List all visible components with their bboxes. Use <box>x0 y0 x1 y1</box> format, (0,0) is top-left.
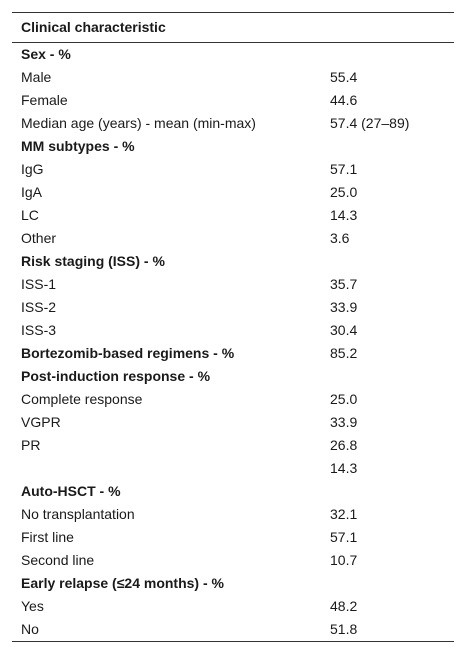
cell-value: 3.6 <box>330 230 350 246</box>
group-title: Post-induction response - % <box>21 368 211 384</box>
group-title: Bortezomib-based regimens - % <box>21 345 235 361</box>
table-row: Second line 10.7 <box>12 549 454 572</box>
cell-label: Male <box>21 69 52 85</box>
table-row: ISS-3 30.4 <box>12 319 454 342</box>
cell-label: Second line <box>21 552 95 568</box>
table-row: IgA 25.0 <box>12 181 454 204</box>
cell-value: 33.9 <box>330 299 358 315</box>
group-title: MM subtypes - % <box>21 138 135 154</box>
table-row: First line 57.1 <box>12 526 454 549</box>
table-row: Female 44.6 <box>12 89 454 112</box>
cell-value: 85.2 <box>330 345 358 361</box>
cell-value: 32.1 <box>330 506 358 522</box>
cell-value: 35.7 <box>330 276 358 292</box>
cell-value: 10.7 <box>330 552 358 568</box>
cell-label: No <box>21 621 39 637</box>
cell-label: Female <box>21 92 68 108</box>
cell-label: PR <box>21 437 41 453</box>
cell-value: 57.1 <box>330 529 358 545</box>
cell-value: 48.2 <box>330 598 358 614</box>
table-row: LC 14.3 <box>12 204 454 227</box>
cell-label: First line <box>21 529 74 545</box>
group-row: Early relapse (≤24 months) - % <box>12 572 454 595</box>
cell-value: 14.3 <box>330 207 358 223</box>
cell-label: ISS-2 <box>21 299 57 315</box>
cell-value: 55.4 <box>330 69 358 85</box>
cell-value: 51.8 <box>330 621 358 637</box>
cell-value: 25.0 <box>330 391 358 407</box>
group-row: Bortezomib-based regimens - % 85.2 <box>12 342 454 365</box>
cell-label: IgG <box>21 161 44 177</box>
cell-label: ISS-1 <box>21 276 57 292</box>
cell-value: 25.0 <box>330 184 358 200</box>
cell-label: Median age (years) - mean (min-max) <box>21 115 256 131</box>
group-row: Auto-HSCT - % <box>12 480 454 503</box>
cell-value: 30.4 <box>330 322 358 338</box>
group-title: Risk staging (ISS) - % <box>21 253 165 269</box>
cell-value: 57.4 (27–89) <box>330 115 410 131</box>
table: Clinical characteristic Sex - % Male 55.4 F… <box>12 12 454 642</box>
cell-label: No transplantation <box>21 506 135 522</box>
cell-value: 57.1 <box>330 161 358 177</box>
table-row: ISS-2 33.9 <box>12 296 454 319</box>
table-row: PR 26.8 <box>12 434 454 457</box>
table-row: ISS-1 35.7 <box>12 273 454 296</box>
group-title: Auto-HSCT - % <box>21 483 121 499</box>
group-row: MM subtypes - % <box>12 135 454 158</box>
cell-label: Yes <box>21 598 44 614</box>
table-row: Median age (years) - mean (min-max) 57.4 … <box>12 112 454 135</box>
group-title: Sex - % <box>21 46 71 62</box>
cell-value: 33.9 <box>330 414 358 430</box>
table-row: 14.3 <box>12 457 454 480</box>
table-row: Male 55.4 <box>12 66 454 89</box>
cell-label: ISS-3 <box>21 322 57 338</box>
table-row: No transplantation 32.1 <box>12 503 454 526</box>
group-row: Post-induction response - % <box>12 365 454 388</box>
table-row: Complete response 25.0 <box>12 388 454 411</box>
cell-label: LC <box>21 207 39 223</box>
group-title: Early relapse (≤24 months) - % <box>21 575 224 591</box>
cell-value: 26.8 <box>330 437 358 453</box>
cell-label: VGPR <box>21 414 61 430</box>
table-header: Clinical characteristic <box>12 13 454 43</box>
group-row: Sex - % <box>12 43 454 66</box>
cell-value: 44.6 <box>330 92 358 108</box>
table-row: IgG 57.1 <box>12 158 454 181</box>
table-row: VGPR 33.9 <box>12 411 454 434</box>
cell-label: Other <box>21 230 57 246</box>
cell-label: IgA <box>21 184 43 200</box>
group-row: Risk staging (ISS) - % <box>12 250 454 273</box>
cell-value: 14.3 <box>330 460 358 476</box>
cell-label: Complete response <box>21 391 143 407</box>
table-row: No 51.8 <box>12 618 454 641</box>
table-row: Other 3.6 <box>12 227 454 250</box>
table-row: Yes 48.2 <box>12 595 454 618</box>
